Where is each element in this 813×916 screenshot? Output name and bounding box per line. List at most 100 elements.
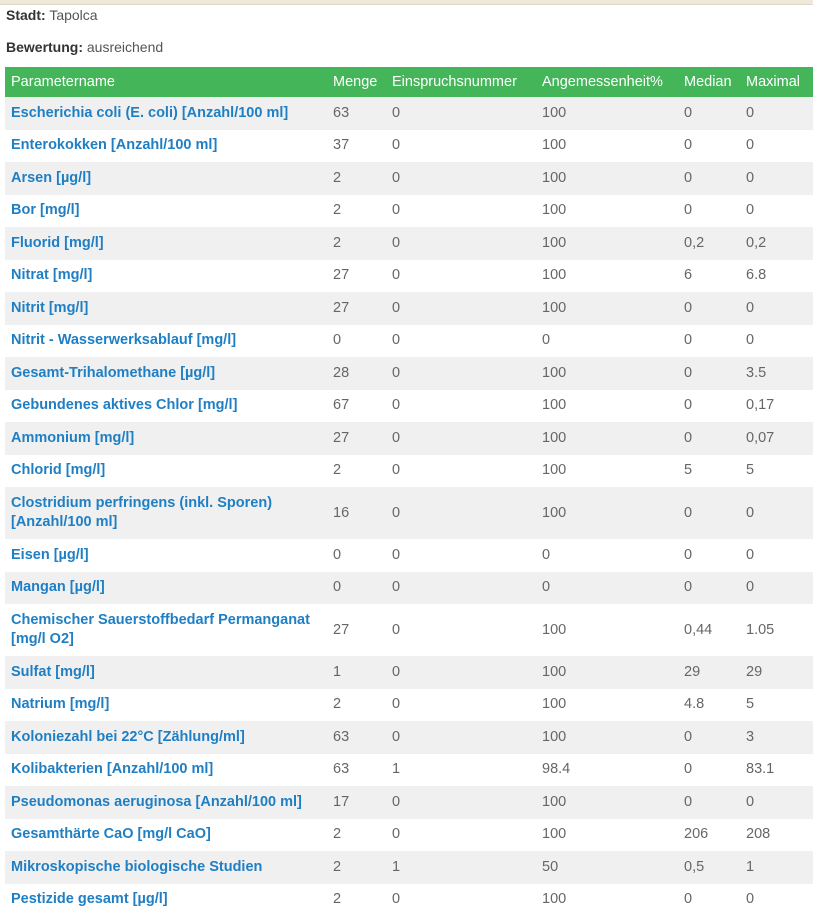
cell-median: 206 bbox=[678, 819, 740, 852]
cell-median: 0 bbox=[678, 884, 740, 916]
parameter-link[interactable]: Nitrit - Wasserwerksablauf [mg/l] bbox=[11, 332, 236, 348]
cell-maximal: 0 bbox=[740, 162, 813, 195]
cell-menge: 2 bbox=[327, 162, 386, 195]
cell-median: 0 bbox=[678, 325, 740, 358]
cell-angemessenheit: 100 bbox=[536, 689, 678, 722]
cell-name: Eisen [µg/l] bbox=[5, 539, 327, 572]
cell-name: Arsen [µg/l] bbox=[5, 162, 327, 195]
cell-einspruchsnummer: 0 bbox=[386, 656, 536, 689]
parameter-link[interactable]: Nitrit [mg/l] bbox=[11, 300, 88, 316]
parameter-link[interactable]: Gesamt-Trihalomethane [µg/l] bbox=[11, 365, 215, 381]
cell-einspruchsnummer: 0 bbox=[386, 130, 536, 163]
cell-name: Mangan [µg/l] bbox=[5, 572, 327, 605]
rating-value: ausreichend bbox=[87, 39, 163, 55]
cell-median: 0 bbox=[678, 754, 740, 787]
cell-menge: 1 bbox=[327, 656, 386, 689]
cell-maximal: 0 bbox=[740, 292, 813, 325]
cell-menge: 2 bbox=[327, 227, 386, 260]
map-strip[interactable] bbox=[0, 0, 813, 5]
parameter-link[interactable]: Gebundenes aktives Chlor [mg/l] bbox=[11, 397, 237, 413]
cell-menge: 63 bbox=[327, 721, 386, 754]
parameter-link[interactable]: Gesamthärte CaO [mg/l CaO] bbox=[11, 826, 211, 842]
cell-name: Enterokokken [Anzahl/100 ml] bbox=[5, 130, 327, 163]
cell-maximal: 0 bbox=[740, 325, 813, 358]
cell-median: 0 bbox=[678, 357, 740, 390]
cell-maximal: 0 bbox=[740, 572, 813, 605]
cell-einspruchsnummer: 0 bbox=[386, 195, 536, 228]
parameter-link[interactable]: Koloniezahl bei 22°C [Zählung/ml] bbox=[11, 729, 245, 745]
cell-median: 6 bbox=[678, 260, 740, 293]
cell-median: 0,5 bbox=[678, 851, 740, 884]
parameter-link[interactable]: Bor [mg/l] bbox=[11, 202, 79, 218]
cell-angemessenheit: 100 bbox=[536, 162, 678, 195]
cell-menge: 27 bbox=[327, 422, 386, 455]
cell-maximal: 208 bbox=[740, 819, 813, 852]
cell-angemessenheit: 0 bbox=[536, 539, 678, 572]
cell-maximal: 6.8 bbox=[740, 260, 813, 293]
cell-maximal: 0,2 bbox=[740, 227, 813, 260]
cell-angemessenheit: 0 bbox=[536, 572, 678, 605]
cell-name: Nitrit - Wasserwerksablauf [mg/l] bbox=[5, 325, 327, 358]
cell-angemessenheit: 100 bbox=[536, 604, 678, 656]
city-info: Stadt: Tapolca bbox=[6, 7, 813, 23]
cell-name: Ammonium [mg/l] bbox=[5, 422, 327, 455]
parameter-link[interactable]: Natrium [mg/l] bbox=[11, 696, 109, 712]
cell-einspruchsnummer: 0 bbox=[386, 604, 536, 656]
cell-menge: 63 bbox=[327, 754, 386, 787]
cell-maximal: 83.1 bbox=[740, 754, 813, 787]
cell-median: 0 bbox=[678, 130, 740, 163]
parameter-link[interactable]: Nitrat [mg/l] bbox=[11, 267, 92, 283]
parameter-link[interactable]: Chlorid [mg/l] bbox=[11, 462, 105, 478]
cell-median: 0 bbox=[678, 195, 740, 228]
cell-einspruchsnummer: 0 bbox=[386, 97, 536, 130]
cell-maximal: 0 bbox=[740, 195, 813, 228]
parameter-link[interactable]: Kolibakterien [Anzahl/100 ml] bbox=[11, 761, 213, 777]
parameter-link[interactable]: Pseudomonas aeruginosa [Anzahl/100 ml] bbox=[11, 794, 302, 810]
cell-menge: 0 bbox=[327, 325, 386, 358]
cell-maximal: 3 bbox=[740, 721, 813, 754]
parameter-link[interactable]: Eisen [µg/l] bbox=[11, 547, 89, 563]
cell-menge: 2 bbox=[327, 195, 386, 228]
cell-menge: 67 bbox=[327, 390, 386, 423]
parameter-link[interactable]: Mangan [µg/l] bbox=[11, 579, 105, 595]
cell-maximal: 0 bbox=[740, 130, 813, 163]
cell-median: 0,44 bbox=[678, 604, 740, 656]
cell-einspruchsnummer: 0 bbox=[386, 390, 536, 423]
cell-einspruchsnummer: 0 bbox=[386, 357, 536, 390]
col-einspruchsnummer: Einspruchsnummer bbox=[386, 67, 536, 97]
parameter-link[interactable]: Pestizide gesamt [µg/l] bbox=[11, 891, 168, 907]
parameter-link[interactable]: Sulfat [mg/l] bbox=[11, 664, 95, 680]
parameter-link[interactable]: Ammonium [mg/l] bbox=[11, 430, 134, 446]
parameter-link[interactable]: Arsen [µg/l] bbox=[11, 170, 91, 186]
parameter-link[interactable]: Chemischer Sauerstoffbedarf Permanganat … bbox=[11, 612, 310, 647]
cell-menge: 0 bbox=[327, 539, 386, 572]
parameter-link[interactable]: Fluorid [mg/l] bbox=[11, 235, 104, 251]
parameter-link[interactable]: Enterokokken [Anzahl/100 ml] bbox=[11, 137, 217, 153]
cell-menge: 2 bbox=[327, 884, 386, 916]
col-angemessenheit: Angemessenheit% bbox=[536, 67, 678, 97]
cell-menge: 16 bbox=[327, 487, 386, 539]
cell-name: Escherichia coli (E. coli) [Anzahl/100 m… bbox=[5, 97, 327, 130]
cell-einspruchsnummer: 0 bbox=[386, 325, 536, 358]
parameter-link[interactable]: Mikroskopische biologische Studien bbox=[11, 859, 262, 875]
cell-menge: 2 bbox=[327, 455, 386, 488]
parameter-link[interactable]: Escherichia coli (E. coli) [Anzahl/100 m… bbox=[11, 105, 288, 121]
cell-menge: 37 bbox=[327, 130, 386, 163]
parameter-link[interactable]: Clostridium perfringens (inkl. Sporen) [… bbox=[11, 495, 272, 530]
cell-median: 0 bbox=[678, 390, 740, 423]
cell-maximal: 0,17 bbox=[740, 390, 813, 423]
cell-median: 5 bbox=[678, 455, 740, 488]
cell-menge: 27 bbox=[327, 292, 386, 325]
cell-maximal: 1.05 bbox=[740, 604, 813, 656]
